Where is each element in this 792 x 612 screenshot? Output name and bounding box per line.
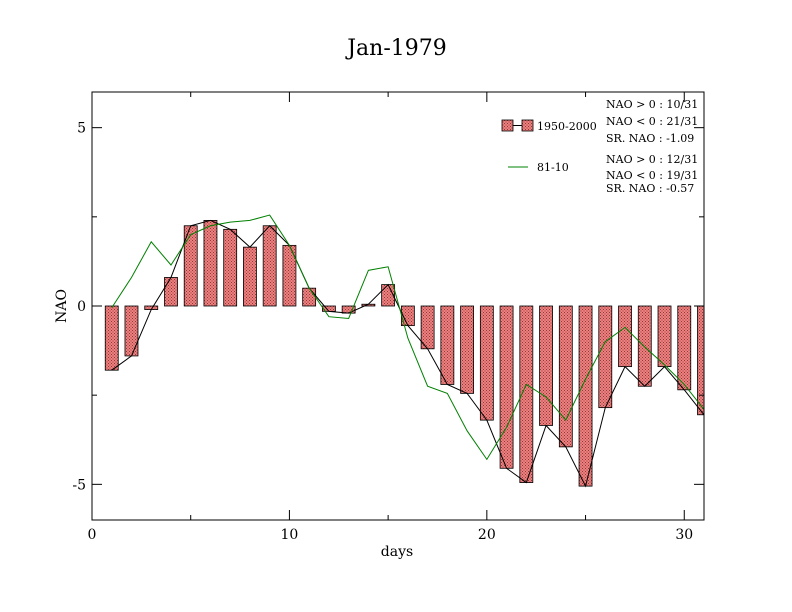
bar-day-30 — [677, 305, 692, 391]
bar-day-29 — [657, 305, 672, 368]
bar-day-24 — [558, 305, 573, 448]
legend-swatch-bar — [521, 119, 534, 132]
bar-day-2 — [124, 305, 139, 357]
legend: 1950-2000 81-10 — [501, 119, 597, 174]
y-tick-label: 5 — [77, 121, 86, 137]
bar-day-1 — [104, 305, 119, 371]
bar-day-19 — [460, 305, 475, 394]
bars-layer — [104, 219, 705, 487]
series-line-81-10 — [111, 214, 705, 461]
x-tick-label: 0 — [88, 527, 97, 543]
bar-day-9 — [262, 225, 277, 307]
legend-item-1950-2000: 1950-2000 — [501, 119, 597, 133]
stat-8110-nao-positive: NAO > 0 : 12/31 — [606, 153, 698, 166]
bar-day-28 — [637, 305, 652, 387]
legend-swatch-bar — [501, 119, 514, 132]
x-tick-label: 30 — [675, 527, 693, 543]
bar-day-31 — [697, 305, 705, 416]
bar-day-8 — [243, 246, 257, 307]
bar-day-17 — [420, 305, 435, 350]
chart-title: Jan-1979 — [345, 36, 447, 61]
bar-day-7 — [223, 228, 238, 307]
y-tick-label: -5 — [72, 477, 86, 493]
legend-label-1950-2000: 1950-2000 — [537, 120, 597, 133]
y-axis-label: NAO — [54, 289, 70, 323]
x-axis-label: days — [381, 544, 413, 560]
bar-day-15 — [381, 284, 396, 307]
bar-day-23 — [539, 305, 553, 426]
bar-day-18 — [440, 305, 455, 385]
x-tick-label: 20 — [478, 527, 496, 543]
bar-day-25 — [578, 305, 593, 487]
bar-day-4 — [164, 277, 178, 307]
bar-day-27 — [618, 305, 632, 368]
y-tick-label: 0 — [77, 299, 86, 315]
stat-8110-nao-negative: NAO < 0 : 19/31 — [606, 169, 698, 182]
stat-1950-sr-nao: SR. NAO : -1.09 — [606, 132, 694, 145]
stat-8110-sr-nao: SR. NAO : -0.57 — [606, 182, 694, 195]
stats-notes: NAO > 0 : 10/31 NAO < 0 : 21/31 SR. NAO … — [606, 98, 698, 195]
bar-day-11 — [302, 287, 317, 307]
stat-1950-nao-positive: NAO > 0 : 10/31 — [606, 98, 698, 111]
stat-1950-nao-negative: NAO < 0 : 21/31 — [606, 115, 698, 128]
x-tick-label: 10 — [281, 527, 299, 543]
bar-day-26 — [598, 305, 613, 409]
axis-ticks: 0 10 20 30 -5 0 5 — [72, 92, 704, 543]
bar-day-20 — [479, 305, 494, 421]
bar-day-6 — [203, 219, 218, 307]
legend-item-81-10: 81-10 — [508, 161, 569, 174]
lines-layer — [111, 214, 705, 488]
bar-day-21 — [499, 305, 514, 469]
series-line-1950-2000 — [111, 219, 705, 488]
legend-label-81-10: 81-10 — [537, 161, 569, 174]
